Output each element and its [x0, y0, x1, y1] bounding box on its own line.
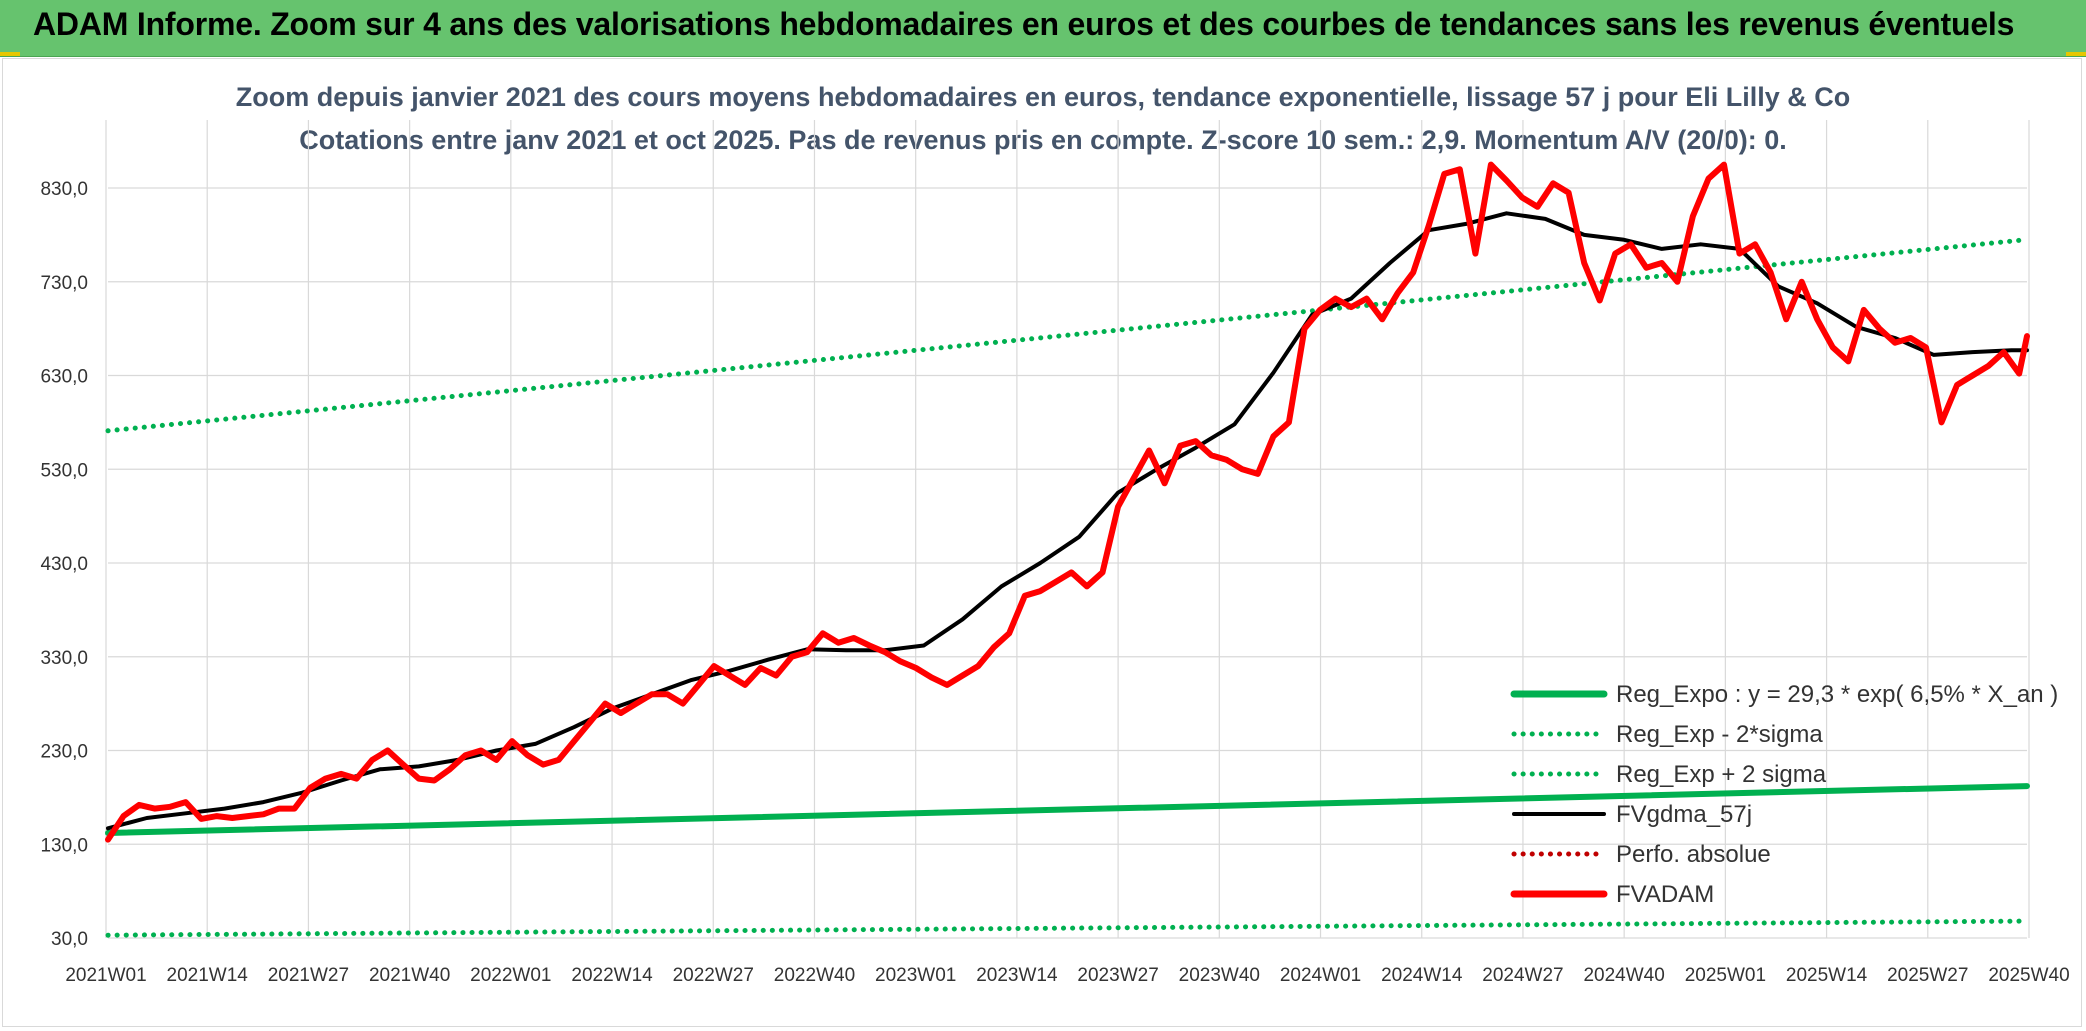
y-tick-label: 230,0: [40, 742, 88, 763]
x-tick-label: 2025W40: [1988, 965, 2069, 986]
x-tick-label: 2024W40: [1583, 965, 1664, 986]
x-tick-label: 2024W01: [1280, 965, 1361, 986]
series-reg-exp-2-sigma: [105, 237, 2030, 434]
legend-label: Perfo. absolue: [1616, 841, 1771, 868]
chart-title: Zoom depuis janvier 2021 des cours moyen…: [235, 82, 1851, 112]
x-tick-label: 2023W40: [1179, 965, 1260, 986]
report-title: ADAM Informe. Zoom sur 4 ans des valoris…: [33, 6, 2015, 42]
x-tick-label: 2022W40: [774, 965, 855, 986]
y-tick-label: 130,0: [40, 835, 88, 856]
y-tick-label: 630,0: [40, 367, 88, 388]
legend-label: Reg_Exp + 2 sigma: [1616, 761, 1827, 788]
x-tick-label: 2024W27: [1482, 965, 1563, 986]
series-layer: [105, 161, 2030, 938]
y-tick-label: 430,0: [40, 554, 88, 575]
x-tick-label: 2025W27: [1887, 965, 1968, 986]
series-fvgdma-57j: [106, 211, 2029, 831]
x-tick-label: 2022W14: [571, 965, 653, 986]
x-tick-label: 2021W14: [167, 965, 249, 986]
series-fvadam: [105, 161, 2030, 843]
y-tick-label: 30,0: [51, 929, 88, 950]
report-banner: ADAM Informe. Zoom sur 4 ans des valoris…: [0, 0, 2086, 57]
y-tick-label: 830,0: [40, 179, 88, 200]
x-tick-label: 2024W14: [1381, 965, 1463, 986]
x-tick-label: 2023W01: [875, 965, 956, 986]
y-tick-label: 730,0: [40, 273, 88, 294]
banner-accent-right: [2066, 52, 2086, 56]
chart-subtitle: Cotations entre janv 2021 et oct 2025. P…: [299, 125, 1787, 155]
banner-accent-left: [0, 52, 20, 56]
legend-layer: Reg_Expo : y = 29,3 * exp( 6,5% * X_an )…: [1510, 681, 2058, 908]
grid-layer: [105, 120, 2030, 939]
x-tick-label: 2021W27: [268, 965, 349, 986]
x-tick-label: 2022W27: [673, 965, 754, 986]
series-reg-exp-2-sigma: [105, 918, 2030, 938]
x-tick-label: 2021W40: [369, 965, 450, 986]
legend-label: FVgdma_57j: [1616, 801, 1752, 828]
x-tick-label: 2025W14: [1786, 965, 1868, 986]
legend-label: FVADAM: [1616, 881, 1714, 908]
x-tick-label: 2023W27: [1077, 965, 1158, 986]
x-tick-label: 2025W01: [1685, 965, 1766, 986]
x-tick-label: 2021W01: [65, 965, 146, 986]
legend-label: Reg_Exp - 2*sigma: [1616, 721, 1823, 748]
legend-label: Reg_Expo : y = 29,3 * exp( 6,5% * X_an ): [1616, 681, 2058, 708]
series-reg-expo: [105, 783, 2030, 836]
x-tick-label: 2023W14: [976, 965, 1058, 986]
axis-layer: 830,0 730,0 630,0 530,0 430,0 330,0 230,0 130,0…: [40, 179, 2069, 986]
y-tick-label: 330,0: [40, 648, 88, 669]
chart-frame: [2, 58, 2082, 1027]
x-tick-label: 2022W01: [470, 965, 551, 986]
y-tick-label: 530,0: [40, 460, 88, 481]
